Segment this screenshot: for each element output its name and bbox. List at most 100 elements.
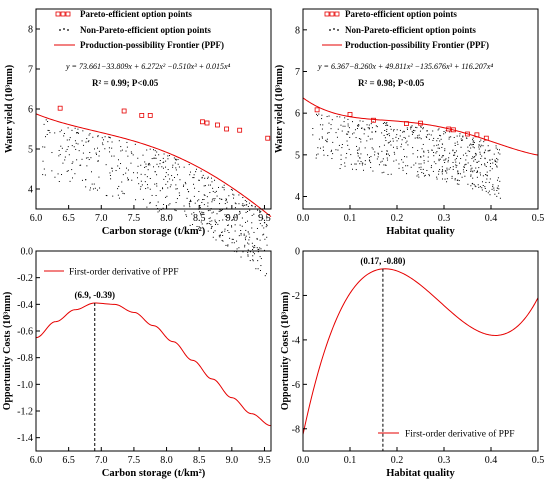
y-tick-label: -0.2	[17, 273, 33, 284]
non-pareto-point	[412, 153, 414, 155]
non-pareto-point	[175, 167, 177, 169]
non-pareto-point	[386, 133, 388, 135]
non-pareto-point	[452, 149, 454, 151]
non-pareto-point	[209, 217, 211, 219]
non-pareto-point	[420, 163, 422, 165]
non-pareto-point	[234, 202, 236, 204]
non-pareto-point	[238, 213, 240, 215]
non-pareto-point	[201, 211, 203, 213]
non-pareto-point	[221, 209, 223, 211]
non-pareto-point	[435, 163, 437, 165]
non-pareto-point	[188, 204, 190, 206]
non-pareto-point	[144, 181, 146, 183]
non-pareto-point	[452, 168, 454, 170]
non-pareto-point	[218, 220, 220, 222]
non-pareto-point	[483, 141, 485, 143]
non-pareto-point	[389, 140, 391, 142]
non-pareto-point	[316, 113, 318, 115]
non-pareto-point	[90, 187, 91, 189]
non-pareto-point	[417, 171, 419, 173]
non-pareto-point	[68, 154, 70, 156]
non-pareto-point	[496, 165, 498, 167]
non-pareto-point	[439, 134, 441, 136]
non-pareto-point	[493, 187, 495, 189]
non-pareto-point	[388, 155, 390, 157]
non-pareto-point	[133, 172, 135, 174]
non-pareto-point	[97, 160, 99, 162]
non-pareto-point	[91, 171, 92, 173]
non-pareto-point	[46, 133, 48, 135]
non-pareto-point	[493, 189, 495, 191]
non-pareto-point	[443, 159, 445, 161]
non-pareto-point	[251, 204, 253, 206]
non-pareto-point	[352, 168, 353, 170]
non-pareto-point	[444, 132, 446, 134]
non-pareto-point	[485, 181, 487, 183]
non-pareto-point	[264, 238, 266, 240]
non-pareto-point	[322, 124, 324, 126]
non-pareto-point	[259, 270, 261, 271]
non-pareto-point	[110, 178, 112, 180]
non-pareto-point	[77, 132, 79, 134]
non-pareto-point	[63, 132, 65, 134]
non-pareto-point	[420, 126, 422, 128]
non-pareto-point	[445, 170, 447, 172]
non-pareto-point	[487, 192, 489, 194]
non-pareto-point	[370, 156, 372, 158]
non-pareto-point	[450, 136, 452, 138]
non-pareto-point	[255, 268, 257, 270]
non-pareto-point	[340, 164, 342, 166]
non-pareto-point	[142, 154, 144, 156]
non-pareto-point	[326, 141, 328, 143]
non-pareto-point	[168, 215, 170, 217]
non-pareto-point	[79, 164, 81, 166]
non-pareto-point	[484, 151, 486, 153]
non-pareto-point	[132, 154, 134, 156]
non-pareto-point	[206, 196, 208, 198]
non-pareto-point	[470, 168, 472, 170]
non-pareto-point	[441, 146, 443, 148]
non-pareto-point	[75, 132, 77, 134]
non-pareto-point	[257, 260, 259, 262]
non-pareto-point	[259, 212, 261, 214]
non-pareto-point	[396, 146, 398, 148]
non-pareto-point	[214, 198, 216, 200]
panel-bottom-right: (0.17, -0.80) 0.0 0.1 0.2 0.3 0.4 0.5 0 -2 -4 -6 -…	[280, 247, 544, 480]
non-pareto-point	[256, 237, 258, 239]
non-pareto-point	[154, 171, 156, 173]
non-pareto-point	[233, 197, 235, 199]
non-pareto-point	[492, 186, 494, 188]
non-pareto-point	[108, 147, 110, 149]
legend-label-derivative: First-order derivative of PPF	[69, 267, 179, 278]
non-pareto-point	[389, 135, 391, 137]
non-pareto-point	[86, 165, 88, 167]
non-pareto-point	[60, 145, 62, 147]
non-pareto-point	[386, 130, 388, 132]
y-tick-label: -0.8	[17, 353, 33, 364]
non-pareto-point	[416, 137, 418, 139]
non-pareto-point	[339, 168, 341, 170]
non-pareto-point	[418, 167, 420, 169]
non-pareto-point	[337, 128, 339, 130]
non-pareto-point	[358, 149, 360, 151]
non-pareto-point	[244, 244, 246, 246]
non-pareto-point	[356, 149, 358, 151]
non-pareto-point	[58, 181, 60, 182]
non-pareto-point	[69, 180, 71, 182]
non-pareto-point	[89, 189, 91, 191]
non-pareto-point	[62, 162, 64, 164]
non-pareto-point	[375, 125, 377, 127]
non-pareto-point	[172, 179, 174, 181]
non-pareto-point	[101, 137, 103, 139]
pareto-point	[465, 131, 470, 137]
non-pareto-point	[467, 146, 469, 148]
non-pareto-point	[321, 136, 323, 138]
non-pareto-point	[236, 214, 238, 216]
pareto-point	[265, 135, 271, 141]
x-tick-label: 6.0	[30, 213, 43, 224]
non-pareto-point	[156, 183, 158, 185]
non-pareto-point	[189, 201, 191, 203]
non-pareto-point	[463, 171, 465, 173]
non-pareto-point	[146, 184, 148, 186]
non-pareto-point	[405, 165, 407, 167]
